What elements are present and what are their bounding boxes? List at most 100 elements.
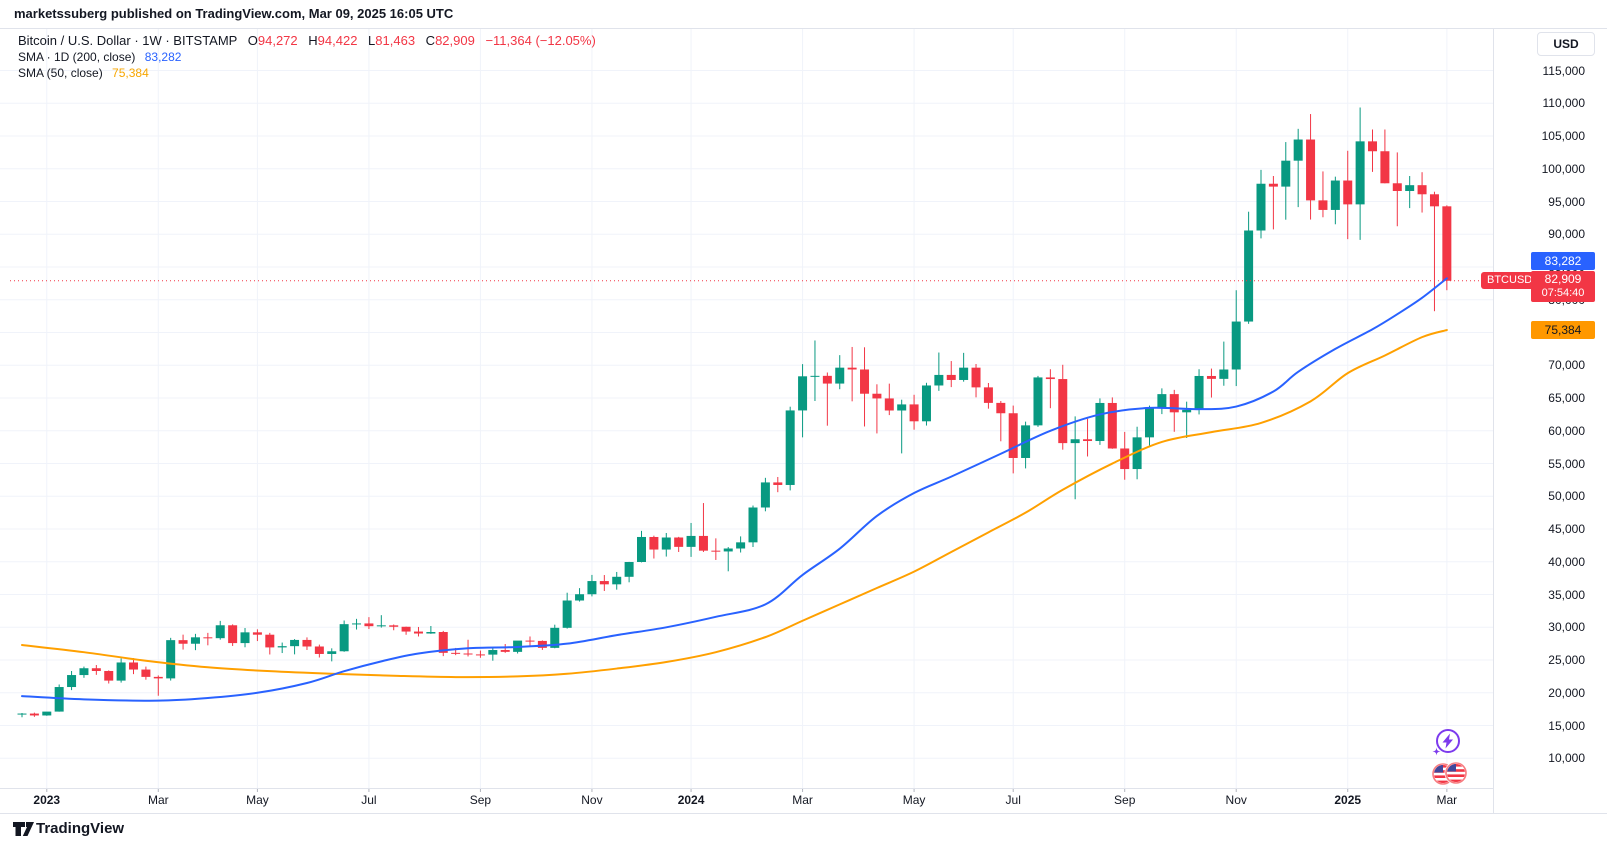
candle-body: [1033, 377, 1043, 426]
candle-body: [1380, 151, 1390, 184]
sma-50-line: [21, 329, 1448, 679]
candle-body: [1120, 448, 1130, 470]
price-tick-label: 50,000: [1548, 489, 1585, 504]
candle-body: [971, 367, 981, 388]
candle-body: [1343, 180, 1353, 205]
candle-body: [129, 662, 139, 670]
candle-body: [835, 367, 845, 384]
candle-body: [1330, 180, 1340, 210]
price-tick-label: 10,000: [1548, 751, 1585, 766]
candle-body: [1070, 439, 1080, 444]
candle-body: [79, 668, 89, 676]
last-price-value: 82,909: [1544, 272, 1582, 286]
candle-body: [1231, 321, 1241, 370]
event-markers: [1432, 729, 1468, 786]
price-tick-label: 110,000: [1542, 96, 1586, 111]
time-tick-label: 2024: [677, 793, 705, 807]
candle-body: [29, 713, 39, 716]
candle-body: [413, 631, 423, 634]
candle-body: [649, 536, 659, 550]
candle-body: [884, 398, 894, 411]
candle-body: [1169, 394, 1179, 413]
candle-body: [760, 482, 770, 508]
candle-body: [1083, 439, 1093, 442]
candle-body: [525, 640, 535, 642]
price-tick-label: 20,000: [1548, 685, 1585, 700]
price-tick-label: 115,000: [1542, 63, 1586, 78]
sma200-price-tag: 83,282: [1531, 252, 1595, 270]
time-tick-label: Jul: [361, 793, 377, 807]
candle-body: [637, 536, 646, 562]
price-tick-label: 100,000: [1541, 161, 1585, 176]
candle-body: [624, 561, 634, 577]
candle-body: [1318, 200, 1328, 210]
price-tick-label: 55,000: [1548, 456, 1585, 471]
candle-body: [116, 662, 126, 681]
candle-body: [587, 581, 597, 595]
price-tick-label: 105,000: [1541, 129, 1585, 144]
us-flag-icon[interactable]: [1432, 761, 1468, 786]
candle-body: [1095, 402, 1105, 442]
time-tick-label: May: [246, 793, 269, 807]
time-tick-label: Nov: [1225, 793, 1247, 807]
candle-body: [203, 637, 213, 639]
candle-body: [277, 646, 287, 648]
plot-bottom-border: [0, 788, 1494, 789]
candle-body: [748, 507, 758, 543]
candle-body: [736, 542, 746, 549]
candle-body: [352, 623, 362, 625]
candle-body: [1058, 379, 1068, 444]
candle-body: [252, 632, 262, 635]
candle-body: [1144, 407, 1154, 438]
candle-body: [1107, 402, 1117, 449]
price-tick-label: 45,000: [1548, 522, 1585, 537]
price-tick-label: 30,000: [1548, 620, 1585, 635]
time-tick-label: Mar: [1436, 793, 1458, 807]
time-tick-label: Mar: [792, 793, 813, 807]
candle-body: [785, 410, 795, 485]
candle-body: [364, 623, 374, 627]
candle-body: [674, 537, 684, 547]
price-tick-label: 65,000: [1548, 391, 1585, 406]
sma-200-line: [21, 277, 1448, 702]
candle-body: [1157, 394, 1167, 408]
time-tick-label: 2025: [1334, 793, 1362, 807]
tradingview-brand[interactable]: TradingView: [36, 820, 125, 837]
candle-body: [612, 576, 622, 585]
candle-body: [872, 393, 882, 399]
candle-body: [1268, 183, 1278, 187]
candle-body: [599, 581, 609, 585]
time-tick-label: 2023: [33, 793, 61, 807]
candle-body: [376, 625, 386, 627]
economic-event-icon[interactable]: [1432, 729, 1460, 756]
candle-body: [711, 550, 721, 552]
time-tick-label: Sep: [469, 793, 492, 807]
candle-body: [1132, 437, 1142, 470]
candle-body: [67, 675, 77, 688]
candle-body: [575, 594, 585, 601]
price-tick-label: 35,000: [1548, 587, 1585, 602]
candle-body: [1244, 230, 1254, 322]
currency-toggle-button[interactable]: USD: [1537, 32, 1595, 56]
candle-body: [1281, 160, 1291, 187]
price-tick-label: 95,000: [1548, 194, 1585, 209]
candle-body: [178, 640, 188, 644]
price-tick-label: 15,000: [1548, 718, 1585, 733]
header-divider: [0, 28, 1607, 29]
time-scale[interactable]: [0, 789, 1493, 813]
candle-body: [42, 711, 52, 716]
candle-body: [698, 535, 708, 551]
candle-body: [475, 654, 485, 656]
candle-body: [686, 535, 696, 547]
candle-body: [314, 646, 324, 654]
time-tick-label: May: [902, 793, 926, 807]
candle-body: [451, 652, 461, 654]
candle-body: [1008, 413, 1018, 458]
tradingview-logo-icon[interactable]: [12, 819, 36, 839]
candle-body: [983, 387, 993, 403]
candle-body: [228, 625, 238, 644]
candle-body: [1256, 183, 1266, 231]
candle-body: [1206, 375, 1216, 379]
price-tick-label: 60,000: [1548, 423, 1585, 438]
time-tick-label: Sep: [1114, 793, 1136, 807]
